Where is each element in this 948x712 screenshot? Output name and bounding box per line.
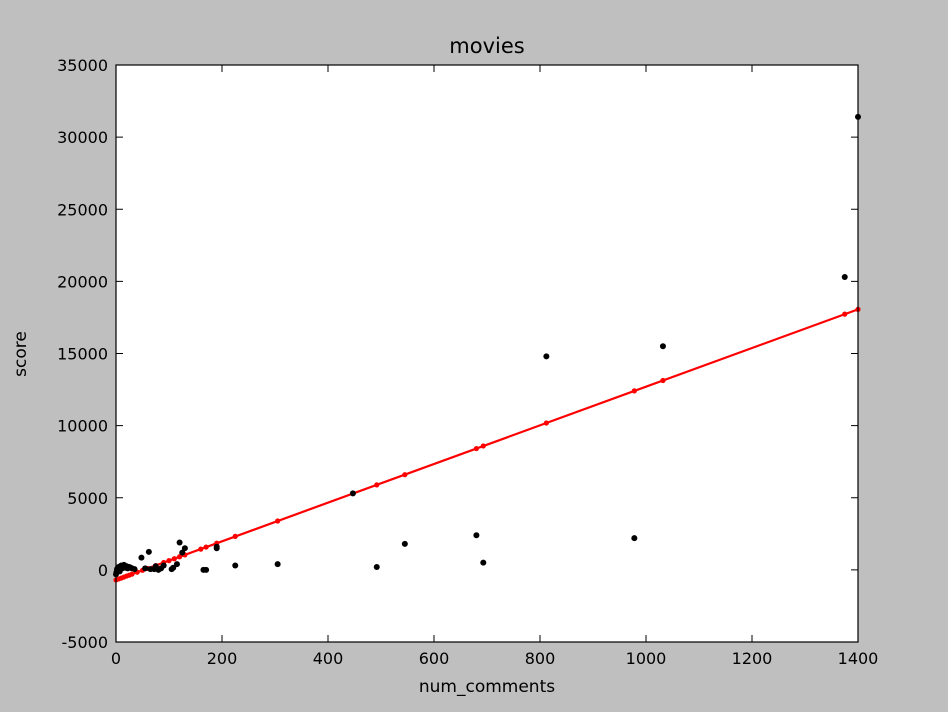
- chart-title: movies: [449, 34, 524, 58]
- data-point: [176, 539, 183, 546]
- x-tick-label: 1400: [838, 649, 879, 668]
- plot-area: [116, 65, 858, 642]
- x-tick-label: 800: [525, 649, 556, 668]
- x-tick-label: 600: [419, 649, 450, 668]
- x-tick-label: 200: [207, 649, 238, 668]
- fit-marker: [374, 482, 380, 488]
- fit-marker: [203, 544, 209, 550]
- fit-marker: [232, 533, 238, 540]
- x-tick-label: 1200: [732, 649, 773, 668]
- ticks-layer: 0 200 400 600 800 1000 1200 1400-50000500010000…: [57, 56, 878, 668]
- fit-marker: [275, 518, 281, 524]
- fit-marker: [543, 420, 549, 426]
- data-point: [203, 566, 210, 573]
- data-point: [232, 562, 239, 569]
- y-axis-label: score: [11, 331, 31, 377]
- plot-frame: [115, 64, 859, 643]
- data-point: [142, 565, 149, 572]
- fit-marker: [177, 554, 183, 560]
- data-point: [170, 564, 177, 571]
- y-tick-label: 10000: [57, 417, 108, 436]
- fit-marker: [171, 556, 177, 562]
- x-axis-label: num_comments: [419, 677, 555, 697]
- data-point: [543, 353, 550, 360]
- fit-layer: [113, 306, 861, 583]
- data-point: [401, 540, 408, 547]
- fit-marker: [480, 443, 486, 449]
- data-point: [480, 559, 487, 566]
- y-tick-label: 20000: [57, 272, 108, 291]
- data-point: [145, 548, 152, 555]
- data-point: [659, 343, 666, 350]
- data-point: [131, 566, 138, 573]
- y-tick-label: 5000: [67, 489, 108, 508]
- y-tick-label: 25000: [57, 200, 108, 219]
- fit-marker: [473, 445, 479, 452]
- y-tick-label: 0: [98, 561, 108, 580]
- fit-marker: [660, 377, 666, 384]
- data-point: [173, 561, 180, 568]
- fit-marker: [166, 558, 172, 564]
- x-tick-label: 400: [313, 649, 344, 668]
- x-tick-label: 0: [111, 649, 121, 668]
- data-point: [631, 535, 638, 542]
- data-point: [841, 274, 848, 281]
- data-point: [179, 549, 186, 556]
- fit-marker: [402, 472, 408, 478]
- y-tick-label: 35000: [57, 56, 108, 75]
- x-tick-label: 1000: [626, 649, 667, 668]
- data-point: [349, 490, 356, 497]
- fit-marker: [198, 546, 204, 552]
- y-tick-label: 30000: [57, 128, 108, 147]
- y-tick-label: -5000: [62, 633, 109, 652]
- data-point: [274, 561, 281, 568]
- data-point: [138, 554, 145, 561]
- data-point: [373, 563, 380, 570]
- fit-marker: [129, 571, 135, 577]
- data-point: [213, 545, 220, 552]
- fit-marker: [631, 388, 637, 394]
- data-point: [473, 532, 480, 539]
- data-point: [181, 545, 188, 552]
- fit-marker: [842, 311, 848, 317]
- y-tick-label: 15000: [57, 345, 108, 364]
- regression-line: [115, 308, 859, 582]
- data-point: [160, 562, 167, 569]
